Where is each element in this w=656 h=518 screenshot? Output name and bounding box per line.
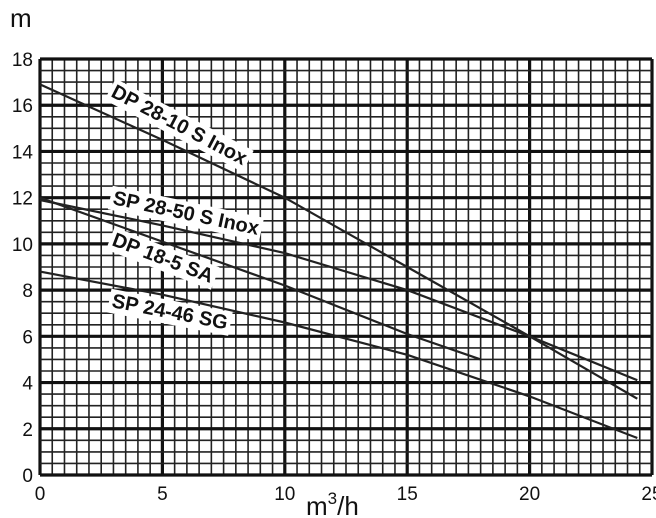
y-tick-label: 16: [12, 96, 33, 117]
x-tick-label: 5: [157, 484, 168, 505]
x-tick-label: 25: [641, 484, 656, 505]
y-tick-label: 10: [12, 235, 33, 256]
x-tick-label: 10: [274, 484, 295, 505]
y-tick-label: 2: [22, 420, 33, 441]
y-axis-title: m: [10, 3, 32, 33]
grid: [38, 57, 654, 477]
y-tick-label: 8: [22, 281, 33, 302]
series-line: [39, 198, 638, 382]
y-tick-label: 0: [22, 466, 33, 487]
x-axis-title-unit: m: [306, 491, 328, 518]
series-label-background: [106, 288, 233, 336]
series-label-group: DP 28-10 S Inox: [104, 78, 254, 173]
y-tick-label: 4: [22, 374, 33, 395]
series-line: [39, 270, 638, 440]
series-line: [39, 83, 638, 400]
x-axis-title: m3/h: [306, 489, 359, 518]
series-label-background: [104, 78, 254, 173]
x-tick-label: 0: [35, 484, 46, 505]
y-tick-label: 12: [12, 189, 33, 210]
y-tick-label: 6: [22, 327, 33, 348]
x-tick-label: 15: [397, 484, 418, 505]
series-label-background: [107, 185, 265, 242]
x-axis-title-superscript: 3: [328, 489, 337, 508]
series-lines: [39, 83, 638, 440]
y-tick-label: 18: [12, 50, 33, 71]
series-label-background: [106, 227, 220, 290]
x-axis-title-suffix: /h: [337, 491, 359, 518]
y-tick-label: 14: [12, 142, 34, 163]
series-line: [39, 196, 481, 361]
x-tick-label: 20: [519, 484, 540, 505]
tick-labels: 0 2 4 6 8 10 12 14 16 18 0 5 10 15 20 25: [12, 50, 656, 505]
